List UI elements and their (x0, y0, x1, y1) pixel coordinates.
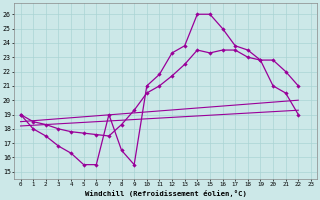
X-axis label: Windchill (Refroidissement éolien,°C): Windchill (Refroidissement éolien,°C) (85, 190, 247, 197)
